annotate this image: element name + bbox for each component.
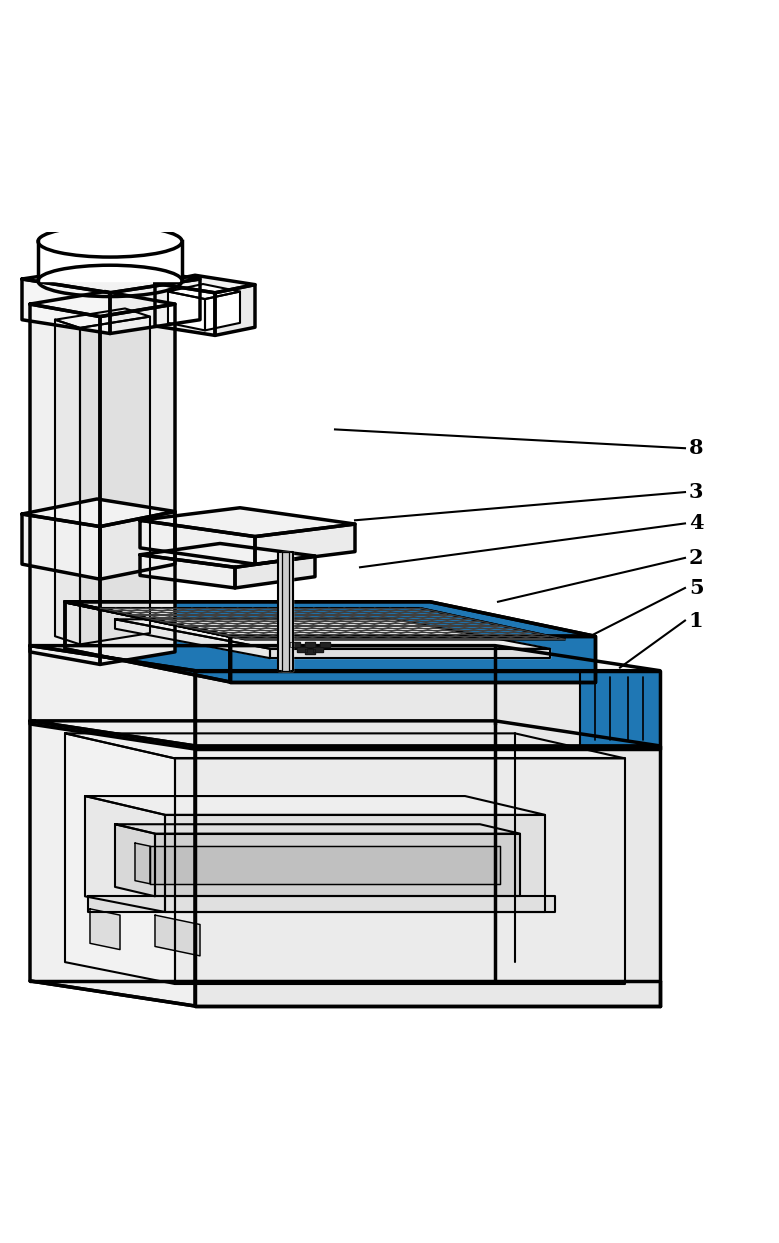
Polygon shape bbox=[278, 552, 293, 671]
Polygon shape bbox=[150, 846, 500, 884]
Polygon shape bbox=[110, 278, 200, 333]
Polygon shape bbox=[30, 305, 100, 665]
Polygon shape bbox=[215, 285, 255, 336]
Polygon shape bbox=[175, 758, 625, 984]
Polygon shape bbox=[65, 733, 175, 984]
Polygon shape bbox=[168, 283, 240, 300]
Polygon shape bbox=[85, 796, 165, 912]
Polygon shape bbox=[140, 543, 315, 567]
Polygon shape bbox=[90, 909, 120, 950]
Polygon shape bbox=[22, 498, 175, 527]
Polygon shape bbox=[270, 649, 550, 658]
Polygon shape bbox=[135, 843, 150, 884]
Polygon shape bbox=[30, 292, 175, 317]
Polygon shape bbox=[230, 636, 595, 682]
Polygon shape bbox=[235, 556, 315, 588]
Text: 1: 1 bbox=[689, 610, 703, 630]
Polygon shape bbox=[100, 608, 565, 639]
Polygon shape bbox=[115, 619, 550, 649]
Polygon shape bbox=[155, 915, 200, 956]
Polygon shape bbox=[165, 815, 545, 912]
Polygon shape bbox=[22, 515, 100, 579]
Polygon shape bbox=[55, 308, 150, 328]
Polygon shape bbox=[297, 646, 307, 651]
Polygon shape bbox=[155, 834, 520, 896]
Polygon shape bbox=[255, 525, 355, 564]
Polygon shape bbox=[30, 645, 660, 671]
Polygon shape bbox=[65, 602, 230, 682]
Polygon shape bbox=[80, 317, 150, 644]
Polygon shape bbox=[30, 721, 195, 1006]
Polygon shape bbox=[85, 796, 545, 815]
Polygon shape bbox=[140, 507, 355, 537]
Text: 2: 2 bbox=[689, 548, 703, 568]
Polygon shape bbox=[22, 265, 200, 293]
Text: 5: 5 bbox=[689, 578, 703, 598]
Polygon shape bbox=[155, 283, 215, 336]
Polygon shape bbox=[55, 319, 80, 644]
Polygon shape bbox=[140, 554, 235, 588]
Polygon shape bbox=[100, 608, 565, 639]
Polygon shape bbox=[88, 896, 555, 912]
Polygon shape bbox=[115, 824, 155, 896]
Polygon shape bbox=[230, 636, 595, 682]
Polygon shape bbox=[30, 721, 660, 746]
Polygon shape bbox=[30, 645, 195, 750]
Polygon shape bbox=[195, 671, 660, 750]
Polygon shape bbox=[305, 649, 315, 654]
Polygon shape bbox=[313, 646, 323, 651]
Polygon shape bbox=[65, 602, 230, 682]
Polygon shape bbox=[140, 521, 255, 564]
Polygon shape bbox=[580, 671, 660, 746]
Polygon shape bbox=[65, 602, 595, 636]
Polygon shape bbox=[100, 512, 175, 579]
Polygon shape bbox=[195, 746, 660, 1006]
Polygon shape bbox=[115, 619, 270, 658]
Polygon shape bbox=[100, 305, 175, 665]
Polygon shape bbox=[305, 641, 315, 646]
Polygon shape bbox=[168, 292, 205, 331]
Polygon shape bbox=[65, 602, 595, 636]
Text: 8: 8 bbox=[689, 439, 703, 459]
Polygon shape bbox=[155, 275, 255, 293]
Text: 3: 3 bbox=[689, 482, 703, 502]
Polygon shape bbox=[320, 641, 330, 646]
Polygon shape bbox=[205, 292, 240, 331]
Polygon shape bbox=[38, 241, 182, 281]
Ellipse shape bbox=[38, 226, 182, 257]
Polygon shape bbox=[65, 733, 625, 758]
Text: 4: 4 bbox=[689, 513, 703, 533]
Polygon shape bbox=[115, 824, 520, 834]
Polygon shape bbox=[282, 552, 289, 671]
Polygon shape bbox=[22, 278, 110, 333]
Polygon shape bbox=[290, 641, 300, 646]
